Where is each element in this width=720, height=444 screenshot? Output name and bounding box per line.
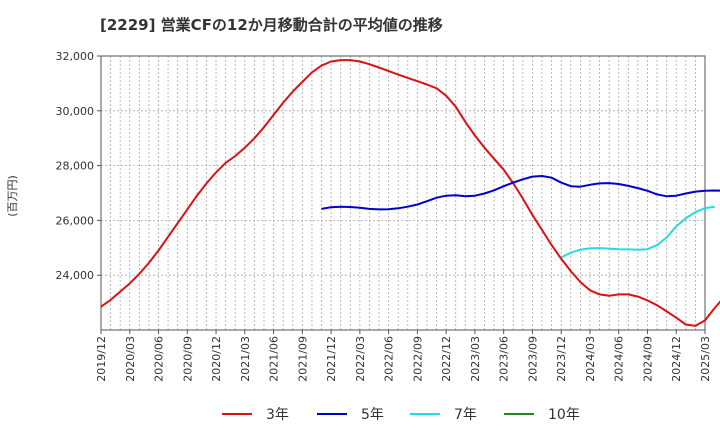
y-tick-label: 30,000 xyxy=(56,105,95,118)
x-tick-label: 2021/12 xyxy=(325,336,338,382)
x-tick-label: 2024/06 xyxy=(613,336,626,382)
x-tick-label: 2022/06 xyxy=(383,336,396,382)
legend-label: 10年 xyxy=(548,407,580,423)
x-tick-label: 2019/12 xyxy=(95,336,108,382)
grid-lines xyxy=(101,56,705,330)
x-tick-label: 2023/09 xyxy=(526,336,539,382)
x-tick-label: 2024/09 xyxy=(641,336,654,382)
x-tick-label: 2021/06 xyxy=(268,336,281,382)
legend-label: 3年 xyxy=(266,407,289,423)
x-tick-label: 2020/12 xyxy=(210,336,223,382)
y-tick-label: 28,000 xyxy=(56,160,95,173)
x-tick-label: 2023/03 xyxy=(469,336,482,382)
x-tick-label: 2022/12 xyxy=(440,336,453,382)
series-line-5年 xyxy=(322,176,720,209)
x-tick-label: 2022/09 xyxy=(411,336,424,382)
axes: 24,000 26,000 28,000 30,000 32,000 2019/12 202… xyxy=(56,50,713,382)
y-tick-label: 24,000 xyxy=(56,269,95,282)
chart-title: [2229] 営業CFの12か月移動合計の平均値の推移 xyxy=(100,16,443,34)
plot-frame xyxy=(101,56,705,330)
x-tick-label: 2025/03 xyxy=(699,336,712,382)
legend-label: 5年 xyxy=(361,407,384,423)
y-tick-label: 26,000 xyxy=(56,214,95,227)
legend-label: 7年 xyxy=(454,407,477,423)
x-tick-label: 2020/03 xyxy=(124,336,137,382)
y-axis-label: (百万円) xyxy=(6,175,19,217)
x-tick-label: 2023/06 xyxy=(498,336,511,382)
x-tick-label: 2024/12 xyxy=(670,336,683,382)
legend: 3年 5年 7年 10年 xyxy=(222,407,580,423)
y-tick-label: 32,000 xyxy=(56,50,95,63)
x-tick-label: 2024/03 xyxy=(584,336,597,382)
x-tick-label: 2020/06 xyxy=(153,336,166,382)
x-tick-label: 2020/09 xyxy=(181,336,194,382)
x-tick-label: 2021/09 xyxy=(296,336,309,382)
x-tick-label: 2022/03 xyxy=(354,336,367,382)
series-line-3年 xyxy=(101,60,720,326)
series-lines xyxy=(101,60,720,326)
x-tick-label: 2023/12 xyxy=(555,336,568,382)
x-tick-label: 2021/03 xyxy=(239,336,252,382)
